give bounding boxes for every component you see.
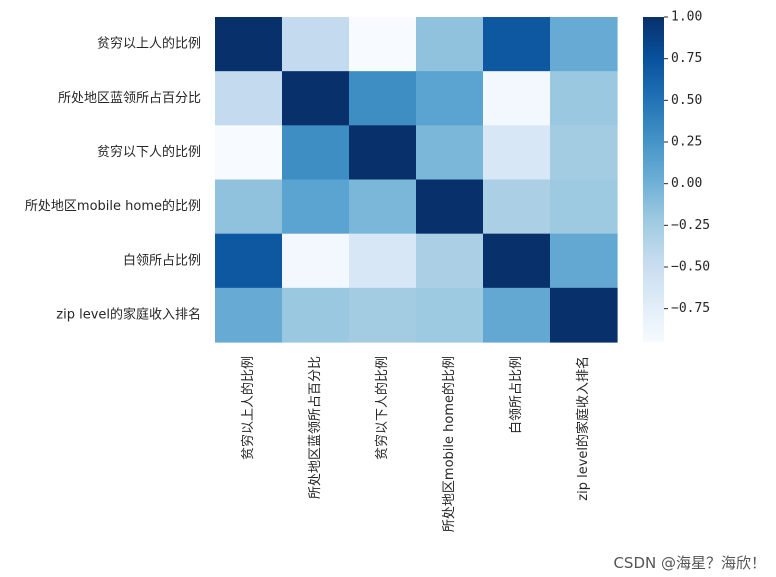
heatmap-cell bbox=[483, 71, 551, 126]
row-tick-label: 所处地区mobile home的比例 bbox=[25, 198, 201, 214]
heatmap-cells bbox=[215, 17, 618, 343]
row-tick-label: 贫穷以下人的比例 bbox=[97, 144, 201, 160]
colorbar-tick-label: 0.25 bbox=[671, 135, 702, 150]
heatmap-cell bbox=[349, 179, 417, 235]
heatmap-cell bbox=[215, 233, 283, 289]
column-tick-label: zip level的家庭收入排名 bbox=[575, 356, 591, 501]
heatmap-cell bbox=[416, 17, 484, 72]
heatmap-cell bbox=[416, 179, 484, 235]
colorbar-tick-label: 0.00 bbox=[671, 176, 702, 191]
heatmap-cell bbox=[282, 71, 350, 126]
colorbar-tick-label: 1.00 bbox=[671, 10, 702, 25]
colorbar-gradient bbox=[643, 17, 664, 342]
heatmap-cell bbox=[282, 179, 350, 235]
column-tick-label: 贫穷以上人的比例 bbox=[240, 356, 256, 460]
heatmap-cell bbox=[349, 233, 417, 289]
row-tick-label: 白领所占比例 bbox=[123, 252, 201, 268]
colorbar-tick-label: −0.25 bbox=[671, 218, 710, 233]
colorbar-tick-label: 0.75 bbox=[671, 51, 702, 66]
heatmap-cell bbox=[483, 287, 551, 343]
colorbar-tick-label: 0.50 bbox=[671, 93, 702, 108]
heatmap-cell bbox=[550, 287, 618, 343]
heatmap-cell bbox=[483, 125, 551, 181]
heatmap-cell bbox=[416, 233, 484, 289]
heatmap-cell bbox=[483, 233, 551, 289]
heatmap-cell bbox=[215, 287, 283, 343]
column-tick-label: 所处地区mobile home的比例 bbox=[441, 356, 457, 532]
heatmap-cell bbox=[349, 71, 417, 126]
colorbar-tick-label: −0.50 bbox=[671, 260, 710, 275]
heatmap-cell bbox=[550, 71, 618, 126]
heatmap-cell bbox=[282, 17, 350, 72]
heatmap-cell bbox=[215, 17, 283, 72]
heatmap-cell bbox=[416, 287, 484, 343]
column-tick-labels: 贫穷以上人的比例 所处地区蓝领所占百分比 贫穷以下人的比例 所处地区mobile ho… bbox=[240, 356, 591, 532]
heatmap-cell bbox=[550, 17, 618, 72]
row-tick-label: 所处地区蓝领所占百分比 bbox=[58, 91, 201, 106]
heatmap-cell bbox=[282, 125, 350, 181]
heatmap-cell bbox=[215, 125, 283, 181]
colorbar: 1.00 0.75 0.50 0.25 0.00 −0.25 −0.50 −0.75 bbox=[643, 10, 710, 342]
watermark-text: CSDN @海星？海欣！ bbox=[613, 554, 766, 572]
heatmap-cell bbox=[550, 179, 618, 235]
heatmap-cell bbox=[416, 71, 484, 126]
heatmap-cell bbox=[282, 287, 350, 343]
heatmap-cell bbox=[282, 233, 350, 289]
heatmap-cell bbox=[349, 125, 417, 181]
heatmap-cell bbox=[215, 71, 283, 126]
column-tick-label: 白领所占比例 bbox=[508, 356, 524, 434]
heatmap-cell bbox=[349, 17, 417, 72]
column-tick-label: 贫穷以下人的比例 bbox=[374, 356, 390, 460]
heatmap-cell bbox=[483, 17, 551, 72]
row-tick-label: zip level的家庭收入排名 bbox=[56, 306, 201, 322]
heatmap-cell bbox=[349, 287, 417, 343]
row-tick-label: 贫穷以上人的比例 bbox=[97, 36, 201, 52]
heatmap-cell bbox=[550, 233, 618, 289]
heatmap-cell bbox=[416, 125, 484, 181]
heatmap-cell bbox=[215, 179, 283, 235]
heatmap-cell bbox=[483, 179, 551, 235]
column-tick-label: 所处地区蓝领所占百分比 bbox=[308, 356, 323, 499]
colorbar-tick-label: −0.75 bbox=[671, 301, 710, 316]
heatmap-cell bbox=[550, 125, 618, 181]
